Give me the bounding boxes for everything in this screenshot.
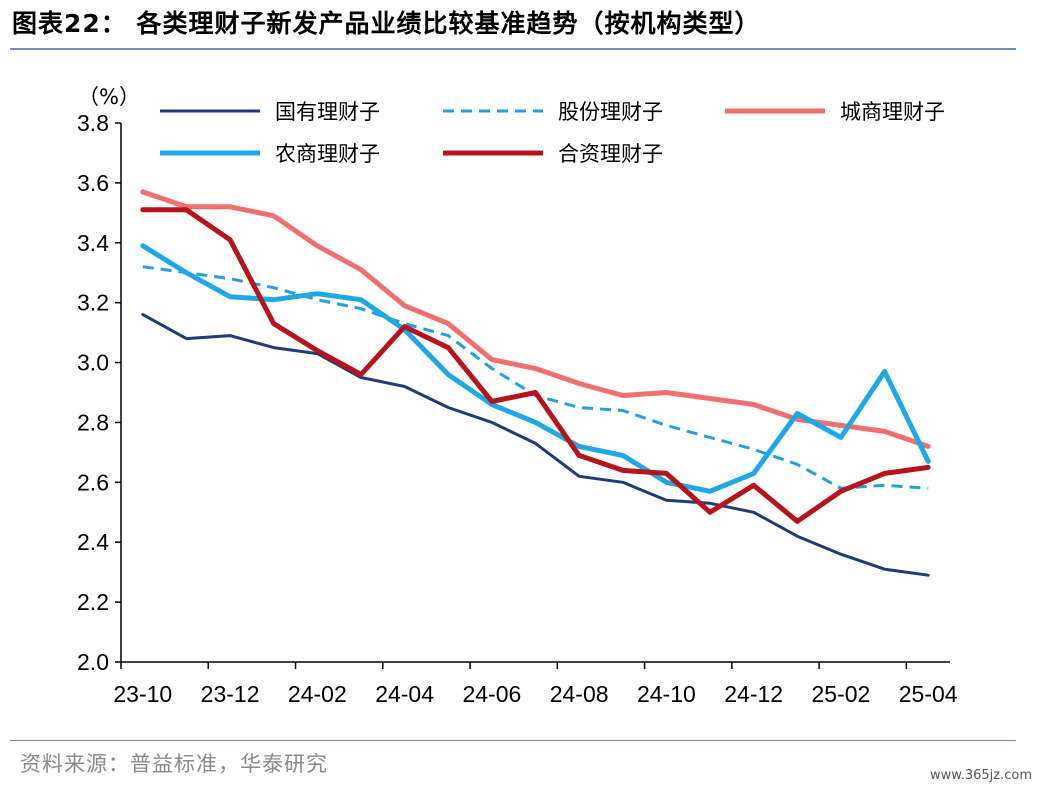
- legend-label: 股份理财子: [558, 100, 663, 124]
- y-tick-label: 2.0: [77, 649, 109, 675]
- chart-axes: 2.0 2.2 2.4 2.6 2.8 3.0 3.2 3.4 3.6 3.8 23-10 23-12…: [77, 110, 958, 707]
- x-tick-label: 24-06: [462, 681, 521, 707]
- series-line: [140, 243, 931, 494]
- series-line: [141, 313, 930, 577]
- y-tick-label: 2.8: [77, 409, 109, 435]
- x-tick-label: 24-02: [288, 681, 347, 707]
- source-note: 资料来源：普益标准，华泰研究: [20, 752, 328, 776]
- x-tick-label: 24-12: [724, 681, 783, 707]
- series-line: [140, 207, 931, 524]
- legend-label: 城商理财子: [840, 100, 945, 124]
- y-tick-label: 3.2: [77, 290, 109, 316]
- x-tick-label: 25-02: [812, 681, 871, 707]
- x-tick-label: 23-10: [113, 681, 172, 707]
- legend-label: 农商理财子: [275, 142, 380, 166]
- y-tick-label: 2.4: [77, 529, 109, 555]
- watermark: www.365jz.com: [930, 768, 1032, 783]
- y-tick-label: 2.2: [77, 589, 109, 615]
- y-tick-label: 3.8: [77, 110, 109, 136]
- chart-title: 图表22： 各类理财子新发产品业绩比较基准趋势（按机构类型）: [12, 9, 761, 38]
- y-tick-label: 3.4: [77, 230, 109, 256]
- y-tick-label: 2.6: [77, 469, 109, 495]
- x-tick-label: 23-12: [201, 681, 260, 707]
- legend-label: 合资理财子: [558, 142, 663, 166]
- footer-divider: [10, 740, 1016, 741]
- y-tick-label: 3.6: [77, 170, 109, 196]
- chart-series-lines: [140, 189, 931, 577]
- line-chart: 2.0 2.2 2.4 2.6 2.8 3.0 3.2 3.4 3.6 3.8 23-10 23-12…: [77, 85, 958, 707]
- y-tick-label: 3.0: [77, 350, 109, 376]
- x-tick-label: 24-08: [550, 681, 609, 707]
- title-divider: [10, 48, 1016, 50]
- legend-label: 国有理财子: [275, 100, 380, 124]
- x-tick-label: 24-04: [375, 681, 434, 707]
- x-tick-label: 25-04: [899, 681, 958, 707]
- y-axis-unit-label: （%）: [78, 85, 140, 109]
- x-tick-label: 24-10: [637, 681, 696, 707]
- series-line: [140, 189, 931, 449]
